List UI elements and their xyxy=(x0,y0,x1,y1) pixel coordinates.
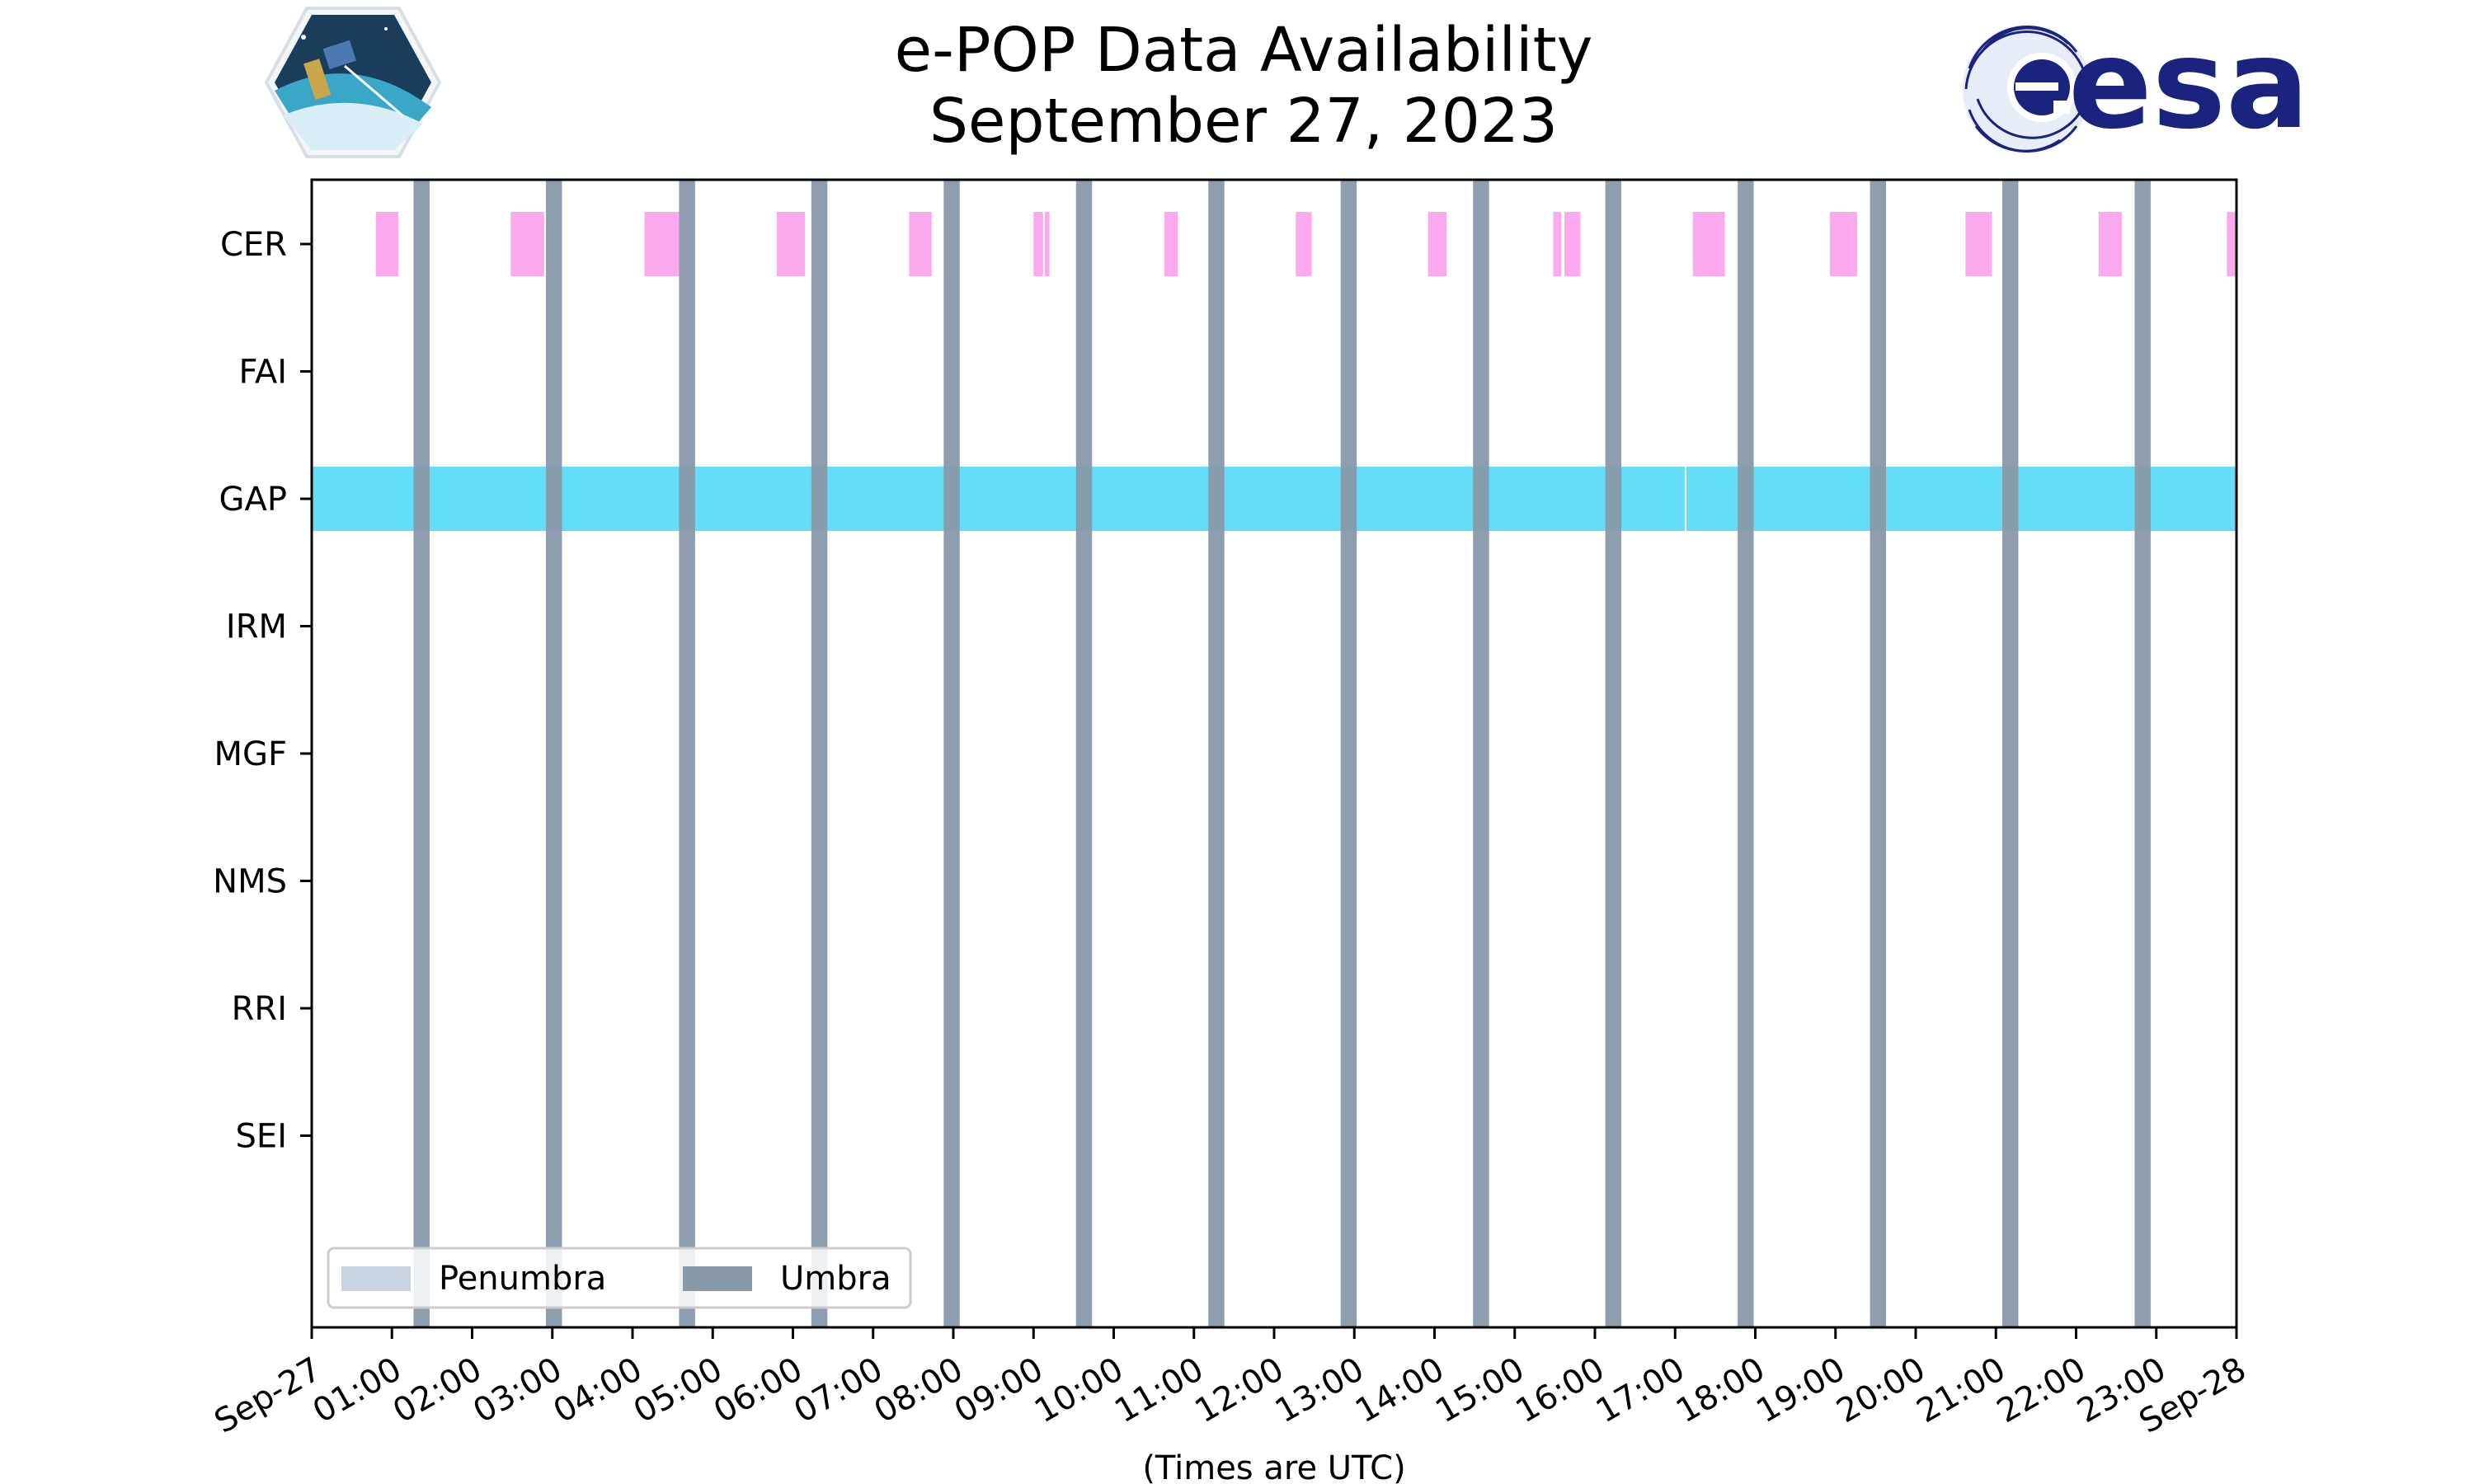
plot-area xyxy=(312,180,2236,1327)
bar-cer-0 xyxy=(375,212,399,276)
x-tick-label-5: 05:00 xyxy=(628,1350,729,1430)
umbra-band-7 xyxy=(1340,180,1357,1327)
chart-title-line2: September 27, 2023 xyxy=(929,86,1558,157)
x-tick-label-6: 06:00 xyxy=(708,1350,809,1430)
bar-cer-16 xyxy=(2227,212,2236,276)
umbra-band-5 xyxy=(1075,180,1093,1327)
y-tick-label-cer: CER xyxy=(220,226,287,264)
umbra-band-1 xyxy=(545,180,562,1327)
y-tick-label-gap: GAP xyxy=(219,481,287,519)
x-tick-label-12: 12:00 xyxy=(1189,1350,1291,1430)
umbra-band-3 xyxy=(811,180,828,1327)
bar-cer-6 xyxy=(1044,212,1050,276)
umbra-band-0 xyxy=(413,180,430,1327)
x-tick-label-8: 08:00 xyxy=(868,1350,970,1430)
y-tick-label-fai: FAI xyxy=(239,354,288,392)
legend: Penumbra Umbra xyxy=(327,1247,912,1309)
bar-cer-13 xyxy=(1829,212,1858,276)
umbra-band-9 xyxy=(1605,180,1622,1327)
x-tick-label-1: 01:00 xyxy=(307,1350,408,1430)
bar-cer-3 xyxy=(777,212,806,276)
bar-cer-12 xyxy=(1692,212,1725,276)
y-tick-label-mgf: MGF xyxy=(214,735,287,773)
bar-cer-1 xyxy=(510,212,545,276)
x-tick-label-10: 10:00 xyxy=(1028,1350,1130,1430)
x-tick-label-22: 22:00 xyxy=(1991,1350,2092,1430)
umbra-band-10 xyxy=(1738,180,1754,1327)
x-tick-label-2: 02:00 xyxy=(387,1350,488,1430)
legend-penumbra-label: Penumbra xyxy=(439,1260,606,1298)
bar-cer-7 xyxy=(1164,212,1178,276)
x-tick-label-16: 16:00 xyxy=(1510,1350,1611,1430)
bar-cer-11 xyxy=(1564,212,1581,276)
x-axis-label: (Times are UTC) xyxy=(1142,1449,1405,1484)
bar-cer-15 xyxy=(2098,212,2122,276)
bar-cer-8 xyxy=(1296,212,1312,276)
x-tick-label-7: 07:00 xyxy=(788,1350,889,1430)
legend-penumbra-swatch xyxy=(341,1266,411,1291)
legend-umbra-swatch xyxy=(683,1266,752,1291)
x-tick-label-14: 14:00 xyxy=(1349,1350,1451,1430)
umbra-band-4 xyxy=(943,180,960,1327)
umbra-band-11 xyxy=(1870,180,1887,1327)
esa-logo-text: esa xyxy=(2068,13,2309,157)
x-tick-label-9: 09:00 xyxy=(948,1350,1050,1430)
bar-cer-5 xyxy=(1033,212,1043,276)
y-tick-label-nms: NMS xyxy=(213,863,287,901)
plot-frame xyxy=(310,178,2238,1329)
x-tick-label-11: 11:00 xyxy=(1108,1350,1210,1430)
legend-box xyxy=(327,1247,912,1309)
umbra-band-12 xyxy=(2002,180,2019,1327)
umbra-band-2 xyxy=(679,180,695,1327)
cassiope-logo xyxy=(264,7,442,158)
x-tick-label-3: 03:00 xyxy=(467,1350,568,1430)
bar-cer-4 xyxy=(909,212,932,276)
esa-logo: esa xyxy=(1963,13,2309,157)
bar-cer-14 xyxy=(1965,212,1992,276)
bar-cer-2 xyxy=(644,212,680,276)
x-tick-label-18: 18:00 xyxy=(1670,1350,1771,1430)
x-tick-label-15: 15:00 xyxy=(1429,1350,1531,1430)
y-tick-label-rri: RRI xyxy=(232,990,287,1028)
chart-title-line1: e-POP Data Availability xyxy=(895,15,1593,86)
x-tick-label-20: 20:00 xyxy=(1831,1350,1932,1430)
x-tick-label-13: 13:00 xyxy=(1269,1350,1371,1430)
x-tick-label-17: 17:00 xyxy=(1590,1350,1691,1430)
umbra-band-13 xyxy=(2134,180,2151,1327)
y-tick-label-sei: SEI xyxy=(236,1118,287,1156)
x-tick-label-4: 04:00 xyxy=(548,1350,649,1430)
bar-cer-10 xyxy=(1553,212,1562,276)
x-tick-label-19: 19:00 xyxy=(1750,1350,1851,1430)
bar-gap-1 xyxy=(1686,467,2236,531)
x-tick-label-21: 21:00 xyxy=(1911,1350,2012,1430)
x-axis: Sep-2701:0002:0003:0004:0005:0006:0007:0… xyxy=(209,1327,2252,1441)
y-axis: CER FAI GAP IRM MGF NMS RRI SEI xyxy=(213,226,312,1156)
y-tick-label-irm: IRM xyxy=(226,608,287,646)
umbra-band-8 xyxy=(1473,180,1489,1327)
umbra-band-6 xyxy=(1208,180,1225,1327)
legend-umbra-label: Umbra xyxy=(780,1260,891,1298)
bar-gap-0 xyxy=(312,467,1685,531)
bar-cer-9 xyxy=(1427,212,1447,276)
